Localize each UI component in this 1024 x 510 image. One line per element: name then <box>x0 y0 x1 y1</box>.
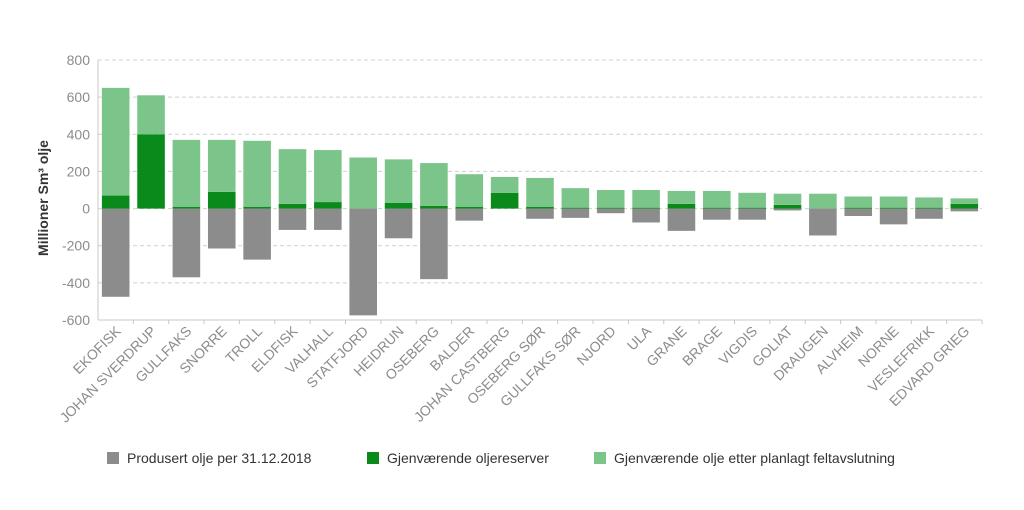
bar-segment <box>526 208 554 219</box>
bar-segment <box>172 206 201 209</box>
bar-segment <box>703 190 731 208</box>
bar-segment <box>844 207 873 209</box>
bar-segment <box>420 163 448 206</box>
y-axis-title: Millioner Sm³ olje <box>35 140 51 256</box>
bar-segment <box>137 134 165 209</box>
bar-segment <box>879 208 908 225</box>
bar-segment <box>278 203 307 209</box>
y-tick-label: 800 <box>67 52 91 68</box>
bar-segment <box>455 174 484 207</box>
y-tick-label: -400 <box>62 275 90 291</box>
bar-segment <box>314 208 342 230</box>
bar-segment <box>526 206 554 209</box>
legend-swatch <box>367 452 379 464</box>
bar-segment <box>738 192 766 208</box>
bar-segment <box>207 208 236 249</box>
bar-segment <box>596 190 625 208</box>
bar-segment <box>773 204 802 209</box>
bar-segment <box>314 150 342 203</box>
bar-segment <box>384 203 413 209</box>
y-tick-label: 0 <box>82 201 90 217</box>
bar-segment <box>349 157 377 209</box>
bar-segment <box>455 206 484 209</box>
bars <box>101 87 979 316</box>
bar-segment <box>950 198 979 204</box>
bar-segment <box>632 190 660 208</box>
bar-segment <box>243 208 271 260</box>
bar-segment <box>561 208 590 218</box>
bar-segment <box>879 196 908 208</box>
bar-segment <box>101 195 130 209</box>
bar-segment <box>703 207 731 209</box>
y-tick-label: -600 <box>62 312 90 328</box>
bar-segment <box>349 208 377 316</box>
bar-segment <box>207 191 236 209</box>
bar-segment <box>703 208 731 220</box>
bar-segment <box>172 208 201 278</box>
x-tick-label: BRAGE <box>679 323 725 369</box>
legend-label: Gjenværende olje etter planlagt feltavsl… <box>614 450 895 466</box>
bar-segment <box>773 193 802 205</box>
bar-segment <box>526 177 554 207</box>
bar-segment <box>101 87 130 196</box>
y-tick-label: 600 <box>67 89 91 105</box>
bar-segment <box>420 205 448 209</box>
bar-segment <box>561 207 590 209</box>
bar-segment <box>844 208 873 216</box>
bar-segment <box>596 208 625 214</box>
legend: Produsert olje per 31.12.2018 Gjenværende… <box>107 450 895 466</box>
y-tick-label: 200 <box>67 163 91 179</box>
bar-segment <box>278 149 307 204</box>
bar-segment <box>915 197 943 208</box>
axes <box>97 60 983 324</box>
bar-segment <box>384 159 413 203</box>
bar-segment <box>915 208 943 219</box>
bar-segment <box>738 208 766 220</box>
bar-segment <box>667 208 696 231</box>
legend-swatch <box>107 452 119 464</box>
legend-label: Produsert olje per 31.12.2018 <box>127 450 312 466</box>
bar-segment <box>667 190 696 204</box>
bar-segment <box>773 208 802 211</box>
y-tick-label: -200 <box>62 238 90 254</box>
bar-segment <box>207 139 236 192</box>
bar-segment <box>879 207 908 209</box>
legend-swatch <box>594 452 606 464</box>
y-tick-label: 400 <box>67 126 91 142</box>
bar-segment <box>137 95 165 135</box>
bar-segment <box>667 203 696 209</box>
bar-segment <box>632 208 660 223</box>
legend-label: Gjenværende oljereserver <box>387 450 549 466</box>
bar-segment <box>420 208 448 280</box>
bar-segment <box>243 140 271 207</box>
bar-segment <box>490 177 519 193</box>
bar-segment <box>915 207 943 209</box>
bar-segment <box>561 188 590 208</box>
bar-segment <box>278 208 307 230</box>
bar-segment <box>384 208 413 239</box>
bar-segment <box>632 207 660 209</box>
bar-segment <box>172 139 201 207</box>
bar-segment <box>809 208 837 236</box>
x-tick-label: ULA <box>624 322 655 353</box>
bar-segment <box>844 196 873 208</box>
bar-segment <box>738 207 766 209</box>
bar-segment <box>950 203 979 209</box>
bar-segment <box>950 208 979 212</box>
bar-segment <box>455 208 484 221</box>
bar-segment <box>101 208 130 297</box>
bar-segment <box>809 193 837 209</box>
bar-segment <box>596 207 625 209</box>
bar-segment <box>490 192 519 209</box>
bar-segment <box>243 206 271 209</box>
x-tick-label: NJORD <box>573 323 618 368</box>
bar-segment <box>314 202 342 209</box>
